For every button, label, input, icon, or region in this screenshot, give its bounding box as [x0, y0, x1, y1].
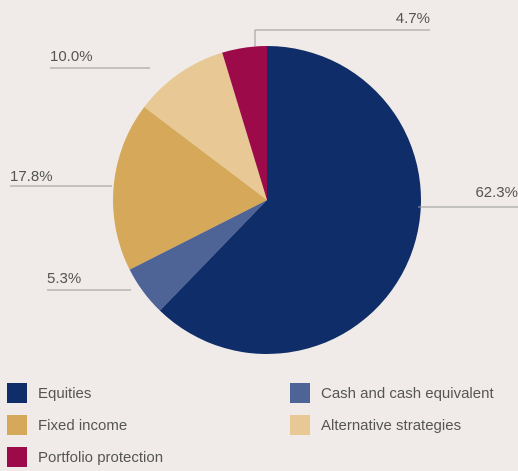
- data-label: 5.3%: [47, 270, 81, 287]
- legend-swatch: [7, 415, 27, 435]
- pie-slice: [113, 107, 267, 270]
- data-label: 4.7%: [396, 10, 430, 27]
- legend-label: Cash and cash equivalent: [321, 385, 494, 402]
- legend-swatch: [7, 383, 27, 403]
- data-label: 62.3%: [475, 184, 518, 201]
- pie-slice: [222, 46, 267, 200]
- data-label: 17.8%: [10, 168, 53, 185]
- pie-slice: [144, 52, 267, 200]
- legend-swatch: [290, 415, 310, 435]
- pie-slice: [159, 46, 421, 354]
- legend-label: Alternative strategies: [321, 417, 461, 434]
- legend-swatch: [7, 447, 27, 467]
- leader-line: [254, 29, 430, 46]
- legend-label: Fixed income: [38, 417, 127, 434]
- legend-label: Equities: [38, 385, 91, 402]
- legend-label: Portfolio protection: [38, 449, 163, 466]
- pie-slice: [129, 200, 267, 311]
- legend-swatch: [290, 383, 310, 403]
- data-label: 10.0%: [50, 48, 93, 65]
